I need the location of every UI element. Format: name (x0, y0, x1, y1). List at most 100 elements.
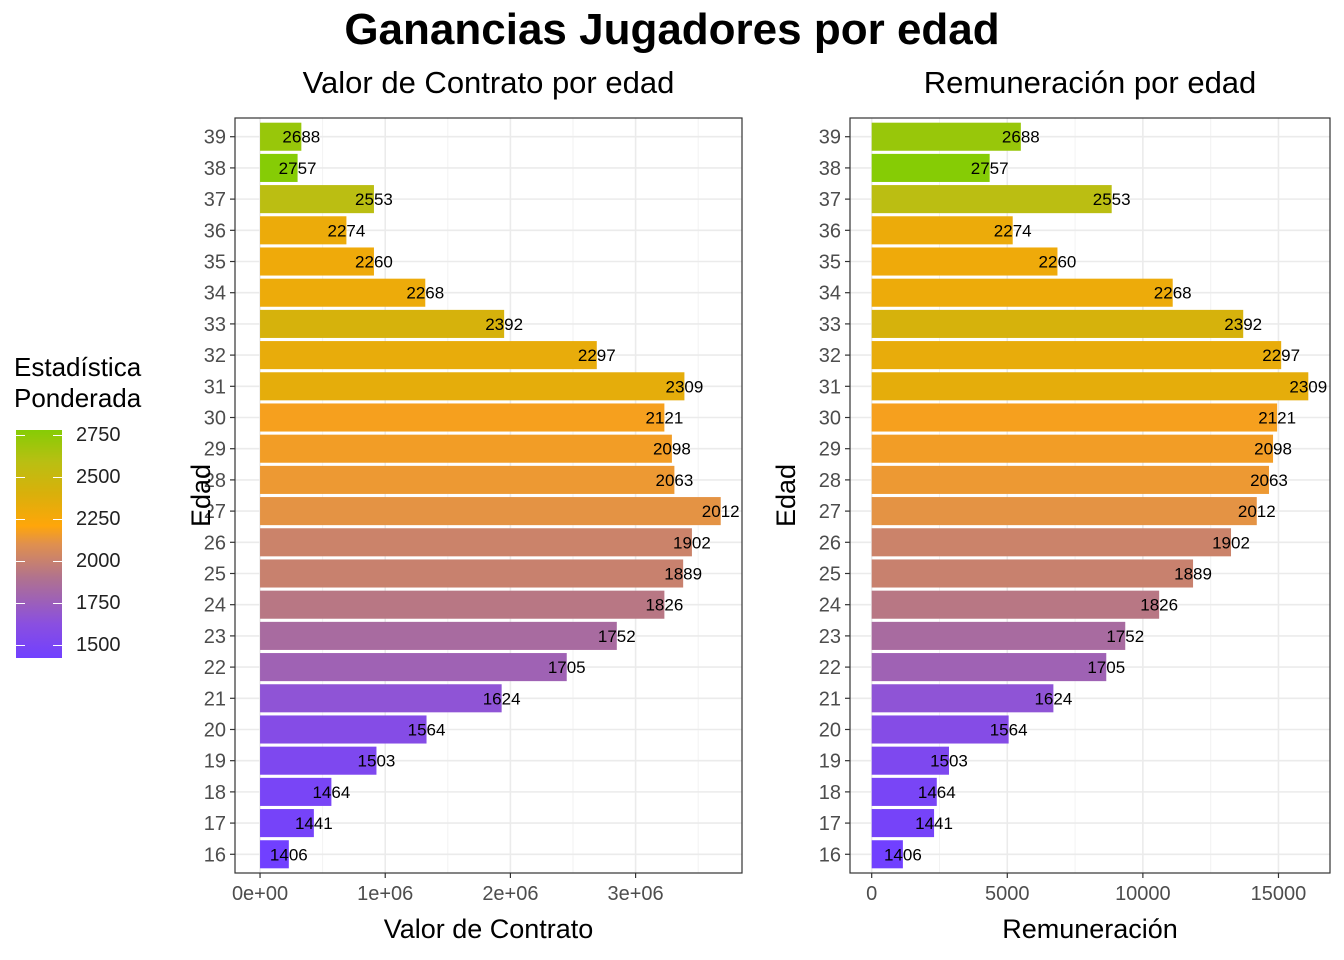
legend-tick-mark (16, 560, 25, 562)
bar (260, 216, 347, 245)
bar (260, 559, 684, 588)
bar-value-label: 1624 (483, 689, 521, 708)
bar (871, 341, 1282, 370)
bar (260, 840, 289, 869)
bar-value-label: 2553 (355, 190, 393, 209)
legend-tick-mark (53, 602, 62, 604)
bar (871, 809, 935, 838)
y-tick-label: 30 (204, 408, 226, 430)
bar-value-label: 1503 (358, 752, 396, 771)
x-tick-label: 0e+00 (232, 883, 288, 905)
bar (871, 497, 1257, 526)
legend-tick-mark (53, 435, 62, 437)
bar (871, 434, 1274, 463)
legend-tick-mark (16, 602, 25, 604)
y-tick-label: 28 (819, 470, 841, 492)
bar (871, 715, 1009, 744)
y-tick-label: 34 (204, 283, 226, 305)
bar (871, 216, 1013, 245)
y-tick-label: 21 (819, 688, 841, 710)
bar (260, 341, 597, 370)
bar (871, 403, 1278, 432)
y-tick-label: 30 (819, 408, 841, 430)
bar-value-label: 2098 (653, 440, 691, 459)
bar-value-label: 2688 (282, 128, 320, 147)
bar (260, 621, 617, 650)
y-tick-label: 38 (204, 158, 226, 180)
legend-title: Estadística Ponderada (14, 352, 194, 414)
bar-value-label: 2297 (578, 346, 616, 365)
y-tick-label: 31 (819, 376, 841, 398)
bar (260, 715, 427, 744)
y-tick-label: 16 (819, 844, 841, 866)
y-tick-label: 25 (204, 563, 226, 585)
bar (260, 153, 298, 182)
bar-value-label: 2553 (1093, 190, 1131, 209)
bar-value-label: 2098 (1254, 440, 1292, 459)
bar (260, 309, 505, 338)
legend-tick-mark (53, 476, 62, 478)
y-tick-label: 39 (819, 127, 841, 149)
legend-title-line1: Estadística (14, 352, 142, 382)
y-tick-label: 16 (204, 844, 226, 866)
bar-value-label: 2063 (1250, 471, 1288, 490)
bar-value-label: 2012 (1238, 502, 1276, 521)
legend-tick-mark (16, 518, 25, 520)
y-tick-label: 39 (204, 127, 226, 149)
bar-value-label: 2268 (406, 284, 444, 303)
y-tick-label: 32 (204, 345, 226, 367)
bar (260, 528, 692, 557)
y-tick-label: 20 (819, 719, 841, 741)
legend-tick-mark (16, 476, 25, 478)
y-tick-label: 26 (204, 532, 226, 554)
bar-value-label: 1564 (990, 720, 1028, 739)
bar-value-label: 1705 (548, 658, 586, 677)
x-axis-title: Valor de Contrato (384, 914, 594, 944)
x-tick-label: 0 (866, 883, 877, 905)
bar (260, 185, 374, 214)
bar-value-label: 1902 (1212, 533, 1250, 552)
bar-value-label: 2274 (328, 221, 366, 240)
x-axis-title: Remuneración (1002, 914, 1178, 944)
legend-tick-label: 2750 (76, 424, 121, 447)
bar-value-label: 2309 (666, 377, 704, 396)
bar (260, 122, 302, 151)
x-tick-label: 5000 (985, 883, 1030, 905)
bar-value-label: 1826 (1140, 596, 1178, 615)
y-tick-label: 17 (204, 813, 226, 835)
x-tick-label: 1e+06 (357, 883, 413, 905)
legend-tick-label: 2500 (76, 465, 121, 488)
bar-value-label: 1406 (270, 845, 308, 864)
y-tick-label: 19 (819, 751, 841, 773)
chart-remuneracion: Remuneración por edad 1406 1441 1464 1503 156… (771, 65, 1331, 944)
y-tick-label: 36 (204, 220, 226, 242)
legend-tick-label: 2000 (76, 549, 121, 572)
y-tick-label: 26 (819, 532, 841, 554)
y-tick-label: 20 (204, 719, 226, 741)
bar (871, 247, 1058, 276)
bar-value-label: 1564 (408, 720, 446, 739)
bar-value-label: 2392 (1224, 315, 1262, 334)
legend-tick-label: 2250 (76, 507, 121, 530)
bar (871, 840, 903, 869)
bar (871, 309, 1244, 338)
bar (260, 434, 672, 463)
y-tick-label: 31 (204, 376, 226, 398)
y-tick-label: 37 (819, 189, 841, 211)
bar-value-label: 1624 (1034, 689, 1072, 708)
main-title: Ganancias Jugadores por edad (344, 5, 1000, 54)
bar (260, 684, 502, 713)
bar (260, 590, 665, 619)
legend-tick-label: 1750 (76, 591, 121, 614)
bar (260, 247, 374, 276)
bar-value-label: 1503 (930, 752, 968, 771)
bar (260, 372, 685, 401)
y-axis-title: Edad (771, 464, 801, 527)
y-tick-label: 19 (204, 751, 226, 773)
bar-value-label: 2121 (1258, 409, 1296, 428)
y-tick-label: 23 (819, 626, 841, 648)
legend-tick-mark (16, 644, 25, 646)
bar (871, 590, 1160, 619)
x-tick-label: 15000 (1251, 883, 1307, 905)
bar (871, 122, 1021, 151)
